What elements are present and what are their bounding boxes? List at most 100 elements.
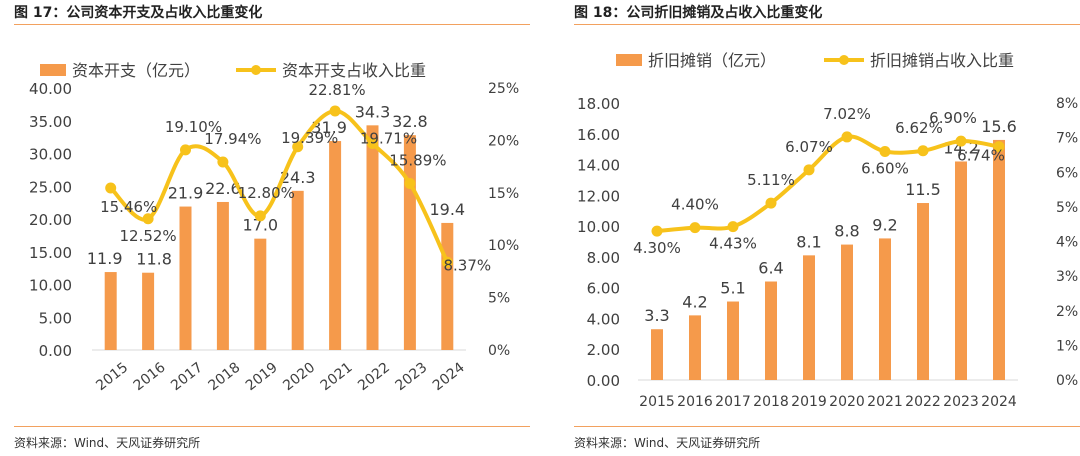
bar-value-label: 22.6 <box>205 179 241 198</box>
left-axis-tick: 8.00 <box>587 249 620 267</box>
ratio-value-label: 8.37% <box>443 256 491 274</box>
right-axis-tick: 1% <box>1056 338 1078 354</box>
left-axis-tick: 5.00 <box>39 309 72 327</box>
bar-value-label: 24.3 <box>280 168 316 187</box>
ratio-value-label: 5.11% <box>747 171 795 189</box>
ratio-value-label: 12.52% <box>119 227 176 245</box>
x-category-label: 2019 <box>243 360 281 395</box>
x-category-label: 2016 <box>677 394 713 410</box>
right-axis-tick: 3% <box>1056 269 1078 285</box>
bar-value-label: 21.9 <box>168 184 204 203</box>
x-category-label: 2024 <box>430 360 468 395</box>
bar-value-label: 11.5 <box>905 180 941 199</box>
right-axis-tick: 2% <box>1056 304 1078 320</box>
bar <box>879 238 891 380</box>
x-category-label: 2020 <box>829 394 865 410</box>
bar-value-label: 15.6 <box>981 117 1017 136</box>
ratio-value-label: 7.02% <box>823 105 871 123</box>
ratio-point <box>651 225 663 237</box>
title-rule <box>14 24 530 25</box>
ratio-value-label: 17.94% <box>204 130 261 148</box>
x-category-label: 2018 <box>753 394 789 410</box>
ratio-point <box>841 131 853 143</box>
ratio-value-label: 4.30% <box>633 239 681 257</box>
ratio-point <box>917 145 929 157</box>
left-axis-tick: 20.00 <box>29 211 72 229</box>
legend-bar-swatch <box>616 54 642 66</box>
right-axis-tick: 20% <box>488 133 519 149</box>
bar <box>803 255 815 380</box>
bar <box>179 206 192 350</box>
bar-value-label: 11.8 <box>136 250 172 269</box>
x-category-label: 2015 <box>639 394 675 410</box>
left-axis-tick: 40.00 <box>29 80 72 98</box>
legend-line-marker <box>839 55 849 65</box>
left-axis-tick: 2.00 <box>587 341 620 359</box>
x-category-label: 2018 <box>205 360 243 395</box>
legend-bar-label: 折旧摊销（亿元） <box>648 51 776 70</box>
left-axis-tick: 0.00 <box>39 342 72 360</box>
right-axis-tick: 8% <box>1056 96 1078 112</box>
footer-rule <box>574 426 1080 427</box>
bar <box>216 201 229 350</box>
left-axis-tick: 35.00 <box>29 113 72 131</box>
x-category-label: 2022 <box>905 394 941 410</box>
ratio-value-label: 4.40% <box>671 196 719 214</box>
ratio-value-label: 19.10% <box>165 118 222 136</box>
source-note: 资料来源：Wind、天风证券研究所 <box>14 436 201 450</box>
legend-bar-swatch <box>40 64 66 76</box>
bar-value-label: 17.0 <box>242 216 278 235</box>
left-axis-tick: 10.00 <box>29 277 72 295</box>
left-axis-tick: 0.00 <box>587 372 620 390</box>
left-axis-tick: 4.00 <box>587 310 620 328</box>
bar <box>917 203 929 380</box>
ratio-value-label: 15.89% <box>389 151 446 169</box>
legend-line-marker <box>251 65 261 75</box>
ratio-point <box>765 197 777 209</box>
ratio-value-label: 6.90% <box>929 109 977 127</box>
x-category-label: 2015 <box>93 360 131 395</box>
bar <box>291 190 304 350</box>
legend-bar-label: 资本开支（亿元） <box>72 61 200 80</box>
x-category-label: 2017 <box>715 394 751 410</box>
x-category-label: 2023 <box>392 360 430 395</box>
left-axis-tick: 12.00 <box>577 187 620 205</box>
footer-rule <box>14 426 530 427</box>
bar-value-label: 32.8 <box>392 112 428 131</box>
ratio-point <box>993 141 1005 153</box>
figure-title: 图 17：公司资本开支及占收入比重变化 <box>14 5 263 21</box>
bar-value-label: 6.4 <box>758 259 783 278</box>
chart-panel-capex: 图 17：公司资本开支及占收入比重变化 资本开支（亿元） 资本开支占收入比重 0.0… <box>14 5 530 450</box>
source-note: 资料来源：Wind、天风证券研究所 <box>574 436 761 450</box>
bar <box>366 125 379 351</box>
bar <box>254 238 267 350</box>
x-category-label: 2022 <box>355 360 393 395</box>
bar <box>765 281 777 380</box>
ratio-line <box>109 108 450 264</box>
legend-line-label: 资本开支占收入比重 <box>282 61 426 80</box>
x-category-label: 2020 <box>280 360 318 395</box>
right-axis-tick: 0% <box>1056 373 1078 389</box>
x-category-label: 2017 <box>168 360 206 395</box>
ratio-point <box>292 141 304 153</box>
bar-value-label: 5.1 <box>720 279 745 298</box>
ratio-point <box>367 137 378 149</box>
chart-panel-depreciation: 图 18：公司折旧摊销及占收入比重变化 折旧摊销（亿元） 折旧摊销占收入比重 0.0… <box>560 0 1080 456</box>
ratio-point <box>105 182 117 194</box>
bar <box>142 272 155 350</box>
left-axis-tick: 25.00 <box>29 178 72 196</box>
bar-value-label: 8.8 <box>834 222 859 241</box>
bar <box>651 329 663 380</box>
ratio-value-label: 6.62% <box>895 119 943 137</box>
bar <box>841 244 853 380</box>
right-axis-tick: 5% <box>1056 200 1078 216</box>
right-axis-tick: 4% <box>1056 235 1078 251</box>
right-axis-tick: 25% <box>488 81 519 97</box>
ratio-value-label: 12.80% <box>238 184 295 202</box>
bar <box>441 222 454 350</box>
bar-value-label: 34.3 <box>355 102 391 121</box>
right-axis-tick: 15% <box>488 186 519 202</box>
ratio-point <box>254 210 266 222</box>
ratio-point <box>404 177 416 189</box>
right-axis-tick: 10% <box>488 238 519 254</box>
